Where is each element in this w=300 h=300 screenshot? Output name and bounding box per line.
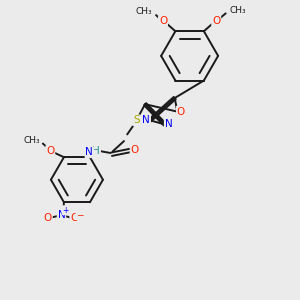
Text: CH₃: CH₃ [23, 136, 40, 145]
Text: O: O [212, 16, 220, 26]
Text: +: + [62, 206, 68, 215]
Text: S: S [133, 115, 140, 125]
Text: CH₃: CH₃ [136, 8, 153, 16]
Text: N: N [58, 210, 65, 220]
Text: O: O [44, 213, 52, 223]
Text: CH₃: CH₃ [230, 6, 247, 15]
Text: O: O [70, 213, 79, 223]
Text: −: − [76, 211, 83, 220]
Text: O: O [177, 106, 185, 117]
Text: O: O [46, 146, 54, 156]
Text: N: N [165, 119, 172, 130]
Text: N: N [142, 115, 150, 125]
Text: H: H [92, 146, 100, 156]
Text: O: O [130, 146, 139, 155]
Text: O: O [159, 16, 167, 26]
Text: N: N [85, 147, 93, 157]
